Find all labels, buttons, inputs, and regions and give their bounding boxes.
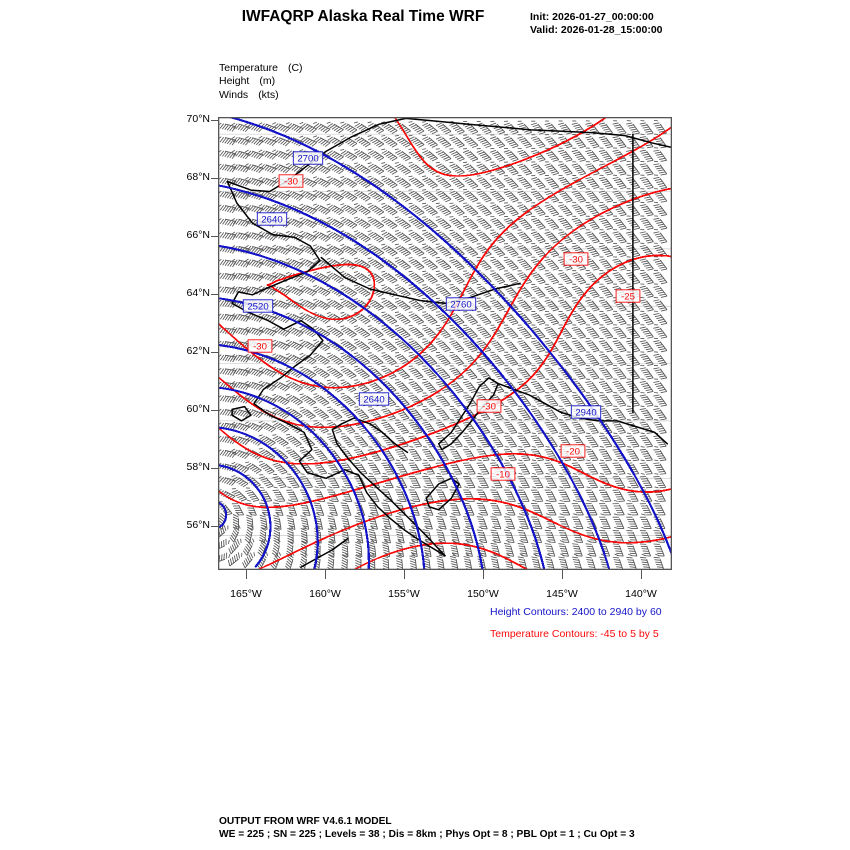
x-axis-tick-mark — [562, 570, 563, 579]
contour-label: -30 — [569, 254, 583, 265]
contour-label: 2520 — [247, 301, 268, 312]
x-axis-tick-mark — [246, 570, 247, 579]
temperature-contour-caption: Temperature Contours: -45 to 5 by 5 — [490, 628, 659, 640]
weather-map: 2700 2640 2520 2760 2640 2940 -30 -30 -30 -25 -30 -… — [218, 117, 672, 570]
variable-row: Height (m) — [219, 75, 303, 88]
footer-line-1: OUTPUT FROM WRF V4.6.1 MODEL — [219, 816, 392, 827]
footer-line-2: WE = 225 ; SN = 225 ; Levels = 38 ; Dis … — [219, 829, 635, 841]
contour-label: -20 — [566, 446, 580, 457]
contour-label: 2640 — [363, 394, 384, 405]
temperature-contour-layer — [218, 117, 672, 570]
map-plot-area: 2700 2640 2520 2760 2640 2940 -30 -30 -30 -25 -30 -… — [218, 117, 672, 570]
y-axis-tick-mark — [211, 120, 219, 121]
x-axis-tick-label: 150°W — [467, 588, 499, 600]
y-axis-tick-mark — [211, 352, 219, 353]
contour-label: -10 — [496, 469, 510, 480]
contour-label: 2940 — [575, 407, 596, 418]
model-config-footer: OUTPUT FROM WRF V4.6.1 MODEL WE = 225 ; … — [219, 815, 635, 841]
contour-label: -30 — [253, 341, 267, 352]
contour-label: 2760 — [450, 299, 471, 310]
x-axis-tick-label: 165°W — [230, 588, 262, 600]
contour-label: -25 — [621, 291, 635, 302]
x-axis-tick-mark — [325, 570, 326, 579]
x-axis-tick-label: 160°W — [309, 588, 341, 600]
y-axis-tick-label: 60°N — [186, 403, 210, 415]
y-axis-tick-label: 70°N — [186, 113, 210, 125]
contour-label-layer: 2700 2640 2520 2760 2640 2940 -30 -30 -30 -25 -30 -… — [242, 151, 641, 481]
y-axis-tick-mark — [211, 294, 219, 295]
height-contour-caption: Height Contours: 2400 to 2940 by 60 — [490, 606, 662, 618]
y-axis-tick-mark — [211, 236, 219, 237]
map-frame — [218, 117, 672, 570]
y-axis-tick-mark — [211, 526, 219, 527]
x-axis-tick-label: 155°W — [388, 588, 420, 600]
variable-row: Temperature (C) — [219, 62, 303, 75]
variable-units: (kts) — [258, 88, 279, 101]
y-axis-tick-label: 68°N — [186, 171, 210, 183]
contour-label: 2700 — [297, 153, 318, 164]
init-time: Init: 2026-01-27_00:00:00 — [530, 11, 654, 23]
x-axis-tick-mark — [483, 570, 484, 579]
run-timestamps: Init: 2026-01-27_00:00:00 Valid: 2026-01… — [530, 11, 663, 37]
x-axis-tick-label: 145°W — [546, 588, 578, 600]
valid-time: Valid: 2026-01-28_15:00:00 — [530, 24, 663, 36]
contour-label: -30 — [482, 401, 496, 412]
variable-row: Winds (kts) — [219, 89, 303, 102]
height-contour-layer — [218, 117, 672, 570]
y-axis-tick-label: 58°N — [186, 461, 210, 473]
y-axis-tick-mark — [211, 178, 219, 179]
page-title: IWFAQRP Alaska Real Time WRF — [241, 8, 485, 25]
y-axis-tick-label: 62°N — [186, 345, 210, 357]
variable-legend: Temperature (C) Height (m) Winds (kts) — [219, 62, 303, 102]
variable-name: Winds — [219, 88, 249, 101]
contour-label: 2640 — [261, 214, 282, 225]
x-axis-tick-mark — [641, 570, 642, 579]
contour-label: -30 — [284, 176, 298, 187]
variable-units: (C) — [287, 62, 303, 74]
y-axis-tick-label: 56°N — [186, 519, 210, 531]
y-axis-tick-mark — [211, 468, 219, 469]
y-axis-tick-label: 64°N — [186, 287, 210, 299]
x-axis-tick-mark — [404, 570, 405, 579]
y-axis-tick-label: 66°N — [186, 229, 210, 241]
variable-units: (m) — [259, 75, 276, 88]
variable-name: Temperature — [219, 62, 278, 74]
y-axis-tick-mark — [211, 410, 219, 411]
variable-name: Height — [219, 75, 250, 88]
x-axis-tick-label: 140°W — [625, 588, 657, 600]
